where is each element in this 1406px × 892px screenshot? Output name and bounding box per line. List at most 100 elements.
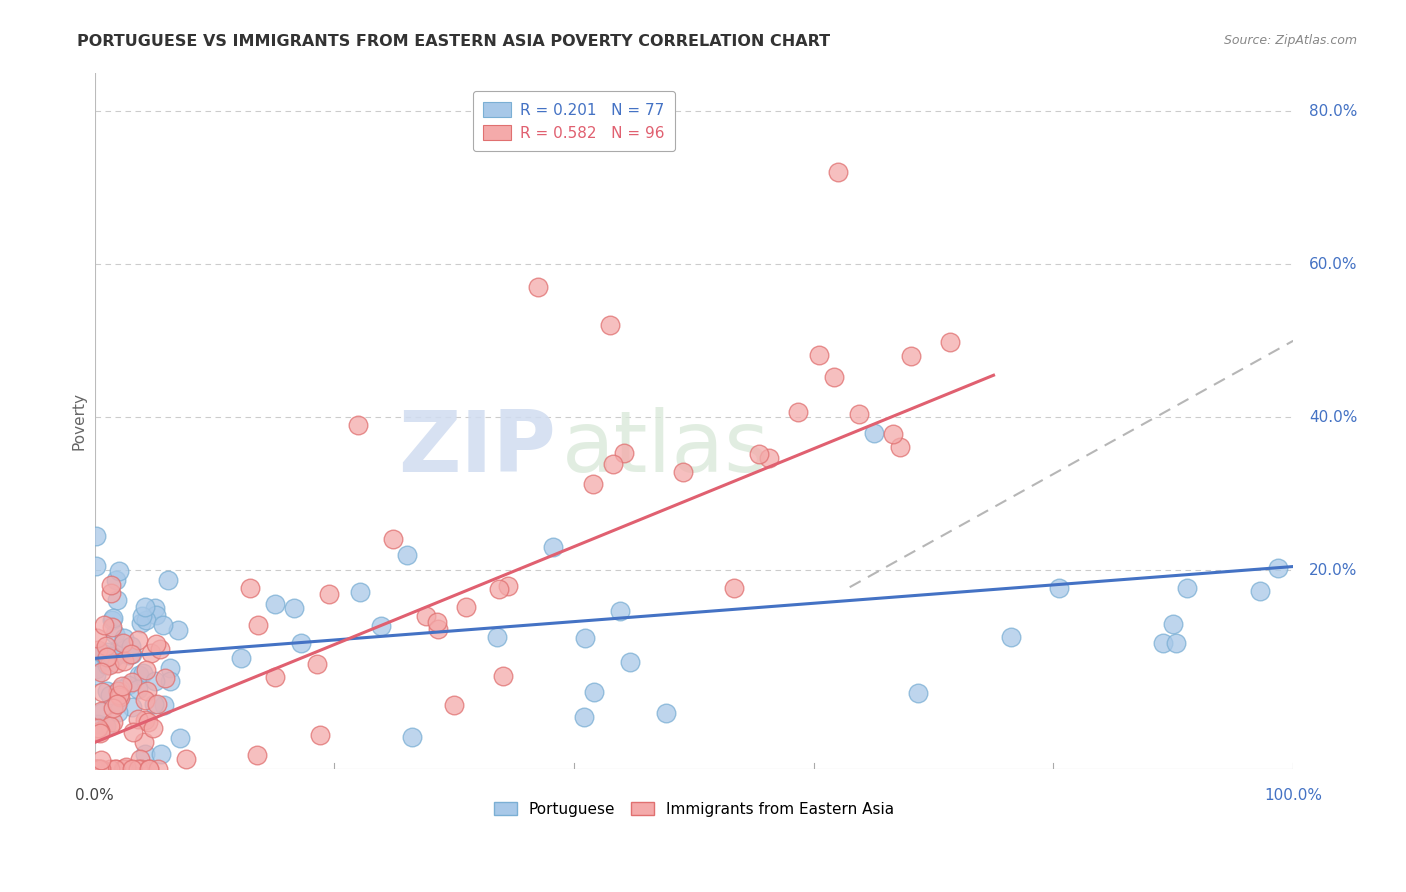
- Text: 0.0%: 0.0%: [75, 789, 114, 804]
- Point: [104, 573, 127, 587]
- Point: [602, 457, 624, 471]
- Point: [401, 730, 423, 744]
- Point: [105, 698, 128, 712]
- Point: [101, 620, 124, 634]
- Point: [127, 762, 149, 776]
- Point: [787, 405, 810, 419]
- Point: [114, 760, 136, 774]
- Point: [582, 684, 605, 698]
- Point: [148, 762, 170, 776]
- Point: [135, 663, 157, 677]
- Point: [139, 646, 162, 660]
- Point: [1175, 582, 1198, 596]
- Point: [153, 698, 176, 712]
- Point: [112, 654, 135, 668]
- Point: [150, 747, 173, 761]
- Text: 80.0%: 80.0%: [1309, 103, 1357, 119]
- Point: [84, 762, 107, 776]
- Point: [862, 425, 884, 440]
- Point: [128, 752, 150, 766]
- Point: [135, 613, 157, 627]
- Point: [86, 668, 108, 682]
- Text: atlas: atlas: [562, 408, 770, 491]
- Point: [138, 762, 160, 776]
- Point: [305, 657, 328, 671]
- Point: [1000, 630, 1022, 644]
- Point: [104, 762, 127, 776]
- Point: [134, 692, 156, 706]
- Text: PORTUGUESE VS IMMIGRANTS FROM EASTERN ASIA POVERTY CORRELATION CHART: PORTUGUESE VS IMMIGRANTS FROM EASTERN AS…: [77, 34, 831, 49]
- Point: [98, 762, 121, 776]
- Point: [98, 658, 121, 673]
- Point: [900, 349, 922, 363]
- Point: [107, 564, 129, 578]
- Point: [96, 654, 118, 668]
- Point: [153, 671, 176, 685]
- Point: [132, 665, 155, 680]
- Point: [152, 618, 174, 632]
- Point: [89, 762, 111, 776]
- Point: [104, 762, 127, 776]
- Point: [127, 682, 149, 697]
- Legend: Portuguese, Immigrants from Eastern Asia: Portuguese, Immigrants from Eastern Asia: [486, 794, 901, 824]
- Point: [96, 658, 118, 673]
- Text: ZIP: ZIP: [398, 408, 555, 491]
- Point: [246, 747, 269, 762]
- Point: [889, 440, 911, 454]
- Point: [131, 608, 153, 623]
- Point: [823, 369, 845, 384]
- Point: [167, 623, 190, 637]
- Point: [101, 650, 124, 665]
- Point: [86, 716, 108, 731]
- Point: [84, 762, 107, 776]
- Point: [239, 581, 262, 595]
- Point: [582, 477, 605, 491]
- Point: [127, 633, 149, 648]
- Point: [96, 650, 118, 665]
- Point: [86, 662, 108, 676]
- Point: [347, 417, 370, 432]
- Point: [90, 704, 112, 718]
- Point: [87, 721, 110, 735]
- Point: [758, 451, 780, 466]
- Point: [572, 710, 595, 724]
- Point: [488, 582, 510, 596]
- Point: [98, 688, 121, 702]
- Point: [94, 719, 117, 733]
- Point: [290, 636, 312, 650]
- Point: [90, 705, 112, 719]
- Point: [112, 632, 135, 646]
- Point: [89, 726, 111, 740]
- Point: [174, 752, 197, 766]
- Point: [100, 578, 122, 592]
- Point: [117, 762, 139, 776]
- Point: [318, 587, 340, 601]
- Point: [138, 715, 160, 730]
- Point: [101, 613, 124, 627]
- Point: [134, 713, 156, 727]
- Text: Source: ZipAtlas.com: Source: ZipAtlas.com: [1223, 34, 1357, 47]
- Point: [110, 681, 132, 696]
- Point: [84, 558, 107, 573]
- Point: [96, 683, 118, 698]
- Point: [112, 762, 135, 776]
- Point: [882, 427, 904, 442]
- Point: [107, 593, 129, 607]
- Text: 40.0%: 40.0%: [1309, 409, 1357, 425]
- Point: [129, 615, 152, 630]
- Point: [86, 631, 108, 645]
- Point: [723, 581, 745, 595]
- Point: [89, 762, 111, 776]
- Point: [83, 762, 105, 776]
- Y-axis label: Poverty: Poverty: [72, 392, 86, 450]
- Point: [90, 665, 112, 679]
- Point: [89, 723, 111, 738]
- Point: [443, 698, 465, 713]
- Point: [426, 615, 449, 629]
- Point: [142, 698, 165, 712]
- Point: [247, 618, 270, 632]
- Point: [396, 548, 419, 562]
- Point: [128, 668, 150, 682]
- Point: [1163, 616, 1185, 631]
- Point: [98, 719, 121, 733]
